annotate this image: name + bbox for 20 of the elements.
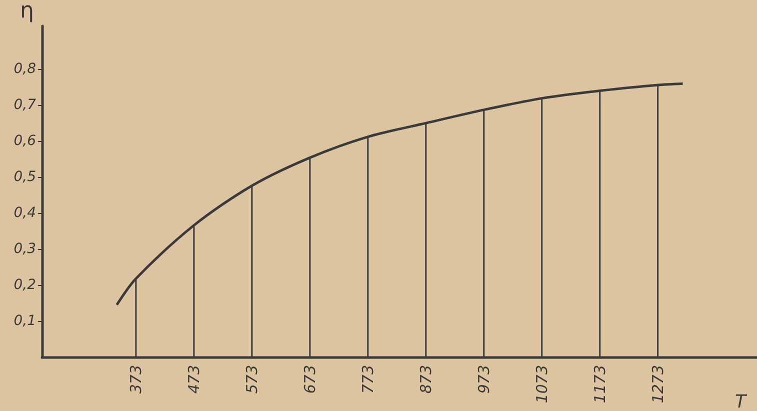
x-tick-label: 373 (126, 365, 145, 394)
x-tick-label: 473 (184, 365, 203, 394)
y-tick-label: 0,1 (14, 313, 36, 330)
y-tick-label: 0,3 (14, 241, 36, 258)
x-tick-label: 1073 (532, 365, 551, 404)
x-tick-label: 773 (358, 365, 377, 394)
x-tick-label: 573 (242, 365, 261, 394)
y-tick-label: 0,8 (14, 61, 36, 78)
y-tick-label: 0,7 (14, 97, 36, 114)
y-axis-title: η (20, 0, 34, 24)
x-tick-label: 673 (300, 365, 319, 394)
x-tick-label: 973 (474, 365, 493, 394)
x-axis-title: T (735, 392, 748, 411)
y-tick-label: 0,2 (14, 277, 36, 294)
y-tick-label: 0,6 (14, 133, 36, 150)
y-tick-label: 0,5 (14, 169, 36, 186)
x-tick-label: 1273 (648, 365, 667, 404)
x-tick-label: 1173 (590, 365, 609, 404)
y-tick-label: 0,4 (14, 205, 36, 222)
x-tick-label: 873 (416, 365, 435, 394)
